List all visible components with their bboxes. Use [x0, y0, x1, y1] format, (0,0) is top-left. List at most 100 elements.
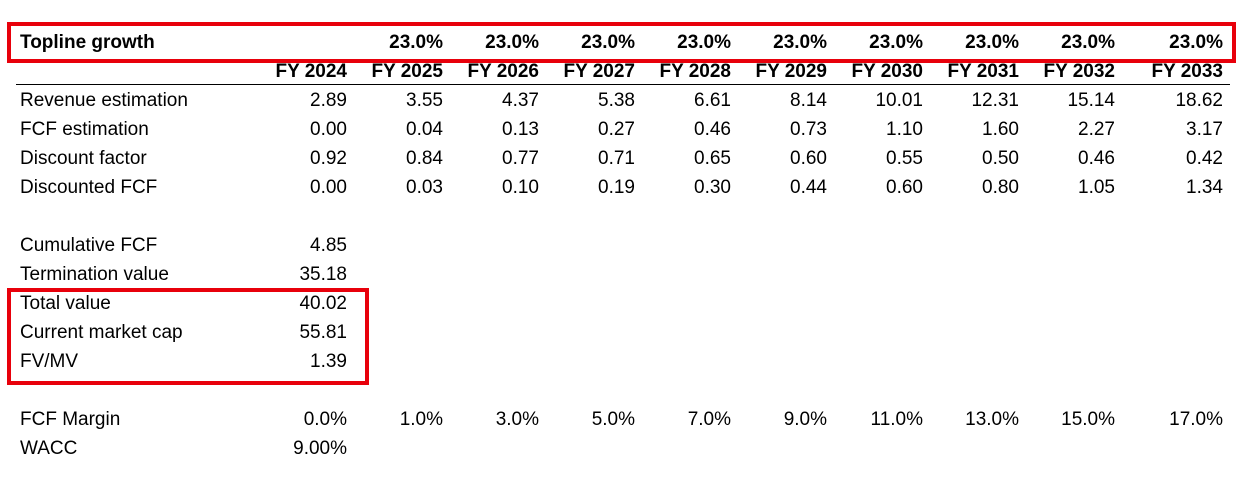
table-cell: 0.00	[310, 177, 347, 198]
table-cell: 0.03	[406, 177, 443, 198]
table-cell: 3.0%	[495, 409, 539, 430]
table-cell: 3.55	[406, 90, 443, 111]
table-cell: 0.55	[886, 148, 923, 169]
table-cell: 0.77	[502, 148, 539, 169]
table-cell: 2.89	[310, 90, 347, 111]
table-cell: 0.60	[790, 148, 827, 169]
summary-label: Current market cap	[20, 322, 183, 343]
year-header: FY 2032	[1043, 61, 1115, 82]
discounted-fcf-row: Discounted FCF 0.00 0.03 0.10 0.19 0.30 …	[0, 173, 1252, 202]
table-cell: 7.0%	[687, 409, 731, 430]
topline-growth-cell: 23.0%	[1169, 32, 1223, 53]
table-cell: 1.10	[886, 119, 923, 140]
topline-growth-cell: 23.0%	[677, 32, 731, 53]
row-label: WACC	[20, 438, 78, 459]
summary-label: Cumulative FCF	[20, 235, 158, 256]
year-header: FY 2025	[371, 61, 443, 82]
table-cell: 0.73	[790, 119, 827, 140]
header-underline	[16, 84, 1230, 85]
table-cell: 17.0%	[1169, 409, 1223, 430]
row-label: Discount factor	[20, 148, 147, 169]
year-header: FY 2030	[851, 61, 923, 82]
year-header: FY 2029	[755, 61, 827, 82]
row-label: Revenue estimation	[20, 90, 188, 111]
topline-growth-cell: 23.0%	[485, 32, 539, 53]
table-cell: 5.38	[598, 90, 635, 111]
topline-growth-row: Topline growth 23.0% 23.0% 23.0% 23.0% 2…	[0, 28, 1252, 57]
summary-label: Termination value	[20, 264, 169, 285]
fcf-estimation-row: FCF estimation 0.00 0.04 0.13 0.27 0.46 …	[0, 115, 1252, 144]
summary-value: 1.39	[310, 351, 347, 372]
table-cell: 0.46	[694, 119, 731, 140]
table-cell: 5.0%	[591, 409, 635, 430]
table-cell: 0.0%	[303, 409, 347, 430]
table-cell: 1.60	[982, 119, 1019, 140]
summary-label: Total value	[20, 293, 111, 314]
year-header: FY 2026	[467, 61, 539, 82]
table-cell: 0.50	[982, 148, 1019, 169]
topline-highlight-box	[7, 22, 1236, 63]
topline-growth-cell: 23.0%	[965, 32, 1019, 53]
table-cell: 10.01	[875, 90, 923, 111]
table-cell: 2.27	[1078, 119, 1115, 140]
topline-growth-label: Topline growth	[20, 32, 155, 53]
year-header: FY 2033	[1151, 61, 1223, 82]
table-cell: 3.17	[1186, 119, 1223, 140]
topline-growth-cell: 23.0%	[581, 32, 635, 53]
table-cell: 0.60	[886, 177, 923, 198]
discount-factor-row: Discount factor 0.92 0.84 0.77 0.71 0.65…	[0, 144, 1252, 173]
year-header: FY 2031	[947, 61, 1019, 82]
row-label: FCF Margin	[20, 409, 121, 430]
fv-mv-row: FV/MV 1.39	[0, 347, 1252, 376]
table-cell: 0.65	[694, 148, 731, 169]
fcf-margin-row: FCF Margin 0.0% 1.0% 3.0% 5.0% 7.0% 9.0%…	[0, 405, 1252, 434]
table-cell: 0.44	[790, 177, 827, 198]
revenue-estimation-row: Revenue estimation 2.89 3.55 4.37 5.38 6…	[0, 86, 1252, 115]
year-header: FY 2027	[563, 61, 635, 82]
year-header: FY 2024	[275, 61, 347, 82]
table-cell: 0.10	[502, 177, 539, 198]
table-cell: 13.0%	[965, 409, 1019, 430]
table-cell: 0.71	[598, 148, 635, 169]
row-label: FCF estimation	[20, 119, 149, 140]
table-cell: 0.92	[310, 148, 347, 169]
table-cell: 0.00	[310, 119, 347, 140]
topline-growth-cell: 23.0%	[869, 32, 923, 53]
wacc-value: 9.00%	[293, 438, 347, 459]
topline-growth-cell: 23.0%	[389, 32, 443, 53]
termination-value-row: Termination value 35.18	[0, 260, 1252, 289]
table-cell: 0.19	[598, 177, 635, 198]
table-cell: 0.30	[694, 177, 731, 198]
row-label: Discounted FCF	[20, 177, 158, 198]
table-cell: 11.0%	[870, 409, 923, 430]
summary-value: 35.18	[299, 264, 347, 285]
summary-value: 4.85	[310, 235, 347, 256]
cumulative-fcf-row: Cumulative FCF 4.85	[0, 231, 1252, 260]
total-value-row: Total value 40.02	[0, 289, 1252, 318]
table-cell: 15.0%	[1061, 409, 1115, 430]
summary-label: FV/MV	[20, 351, 79, 372]
table-cell: 0.46	[1078, 148, 1115, 169]
table-cell: 0.04	[406, 119, 443, 140]
topline-growth-cell: 23.0%	[773, 32, 827, 53]
table-cell: 0.84	[406, 148, 443, 169]
table-cell: 9.0%	[783, 409, 827, 430]
table-cell: 12.31	[971, 90, 1019, 111]
topline-growth-cell: 23.0%	[1061, 32, 1115, 53]
table-cell: 8.14	[790, 90, 827, 111]
table-cell: 0.42	[1186, 148, 1223, 169]
wacc-row: WACC 9.00%	[0, 434, 1252, 463]
table-cell: 1.0%	[399, 409, 443, 430]
summary-value: 40.02	[299, 293, 347, 314]
table-cell: 0.13	[502, 119, 539, 140]
table-cell: 1.34	[1186, 177, 1223, 198]
table-cell: 15.14	[1067, 90, 1115, 111]
table-cell: 4.37	[502, 90, 539, 111]
table-cell: 18.62	[1175, 90, 1223, 111]
year-header: FY 2028	[659, 61, 731, 82]
summary-value: 55.81	[299, 322, 347, 343]
table-cell: 6.61	[694, 90, 731, 111]
table-cell: 0.27	[598, 119, 635, 140]
table-cell: 0.80	[982, 177, 1019, 198]
current-market-cap-row: Current market cap 55.81	[0, 318, 1252, 347]
